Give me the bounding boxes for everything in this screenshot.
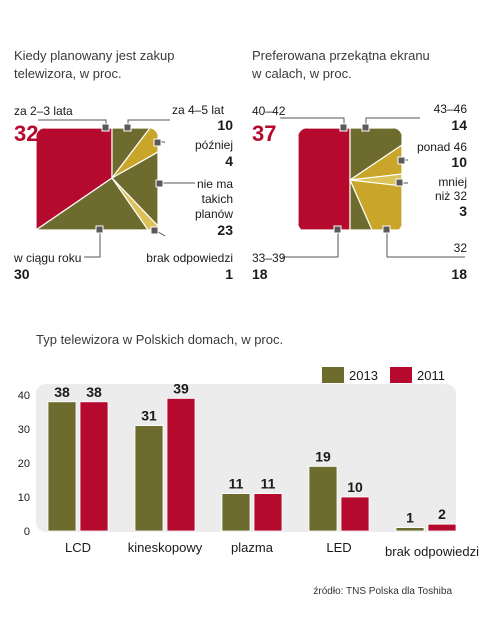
bar-value-brak-odpowiedzi-2011: 2 <box>438 506 446 522</box>
bar-kineskopowy-2011 <box>166 397 196 532</box>
bar-category-labels: LCD kineskopowy plazma LED brak odpowiedzi <box>65 540 479 559</box>
pie2-value-mniej: 3 <box>459 203 467 219</box>
pie2-value-40-42: 37 <box>252 121 276 146</box>
legend-swatch-2011 <box>390 367 412 383</box>
pie1-value-w-ciagu-roku: 30 <box>14 266 30 282</box>
bar-lcd-2013 <box>47 401 77 532</box>
bar-value-kineskopowy-2011: 39 <box>173 380 189 396</box>
y-tick-label: 30 <box>18 424 30 436</box>
bar-value-kineskopowy-2013: 31 <box>141 408 157 424</box>
pie1-callout-markers <box>95 123 164 235</box>
pie1-label-pozniej: później <box>195 138 233 152</box>
y-tick-label: 10 <box>18 492 30 504</box>
pie1-label-no-plans-3: planów <box>195 207 233 221</box>
bar-value-lcd-2011: 38 <box>86 384 102 400</box>
bar-brak-odpowiedzi-2011 <box>427 523 457 532</box>
category-label-lcd: LCD <box>65 540 91 555</box>
pie1-value-brak-odpowiedzi: 1 <box>225 266 233 282</box>
pie2-label-ponad-46: ponad 46 <box>417 140 467 154</box>
y-tick-label: 0 <box>24 526 30 538</box>
bar-value-led-2011: 10 <box>347 479 363 495</box>
pie1-label-w-ciagu-roku: w ciągu roku <box>13 251 81 265</box>
bar-legend: 2013 2011 <box>322 367 445 383</box>
pie1-value-pozniej: 4 <box>225 153 233 169</box>
pie1-label-2-3-lata: za 2–3 lata <box>14 104 73 118</box>
pie1-value-no-plans: 23 <box>217 222 233 238</box>
pie2-label-mniej-1: mniej <box>438 175 467 189</box>
pie1-slice-w-ci-gu-roku <box>36 177 150 231</box>
legend-label-2011: 2011 <box>417 368 445 383</box>
pie1-label-4-5-lat: za 4–5 lat <box>172 103 225 117</box>
pie2-value-ponad-46: 10 <box>451 154 467 170</box>
bar-lcd-2011 <box>79 401 109 532</box>
pie2-label-mniej-2: niż 32 <box>435 189 467 203</box>
pie1-label-no-plans-2: takich <box>202 192 233 206</box>
bar-value-led-2013: 19 <box>315 448 331 464</box>
pie-chart-purchase-timing: Kiedy planowany jest zakup telewizora, w… <box>13 48 233 282</box>
bar-value-plazma-2013: 11 <box>229 476 244 492</box>
pie2-value-43-46: 14 <box>451 117 467 133</box>
category-label-brak-odpowiedzi: brak odpowiedzi <box>385 544 479 559</box>
legend-swatch-2013 <box>322 367 344 383</box>
bar-bars: 38 38 31 39 11 11 19 10 1 2 <box>47 380 457 532</box>
bar-value-plazma-2011: 11 <box>261 476 276 492</box>
pie1-label-no-plans-1: nie ma <box>197 177 233 191</box>
bar-plazma-2013 <box>221 493 251 532</box>
bar-value-lcd-2013: 38 <box>54 384 70 400</box>
category-label-led: LED <box>326 540 351 555</box>
pie2-title-line1: Preferowana przekątna ekranu <box>252 48 430 63</box>
bar-chart-title: Typ telewizora w Polskich domach, w proc… <box>36 332 283 347</box>
bar-value-brak-odpowiedzi-2013: 1 <box>406 510 414 526</box>
pie1-label-brak-odpowiedzi: brak odpowiedzi <box>146 251 233 265</box>
y-tick-label: 20 <box>18 458 30 470</box>
pie2-callout-markers <box>333 123 406 234</box>
pie1-slices <box>36 128 158 232</box>
bar-y-axis: 0 10 20 30 40 <box>18 390 30 538</box>
pie1-value-2-3-lata: 32 <box>14 121 38 146</box>
bar-kineskopowy-2013 <box>134 425 164 532</box>
pie2-title-line2: w calach, w proc. <box>251 66 352 81</box>
category-label-plazma: plazma <box>231 540 274 555</box>
pie2-label-33-39: 33–39 <box>252 251 286 265</box>
bar-plazma-2011 <box>253 493 283 532</box>
y-tick-label: 40 <box>18 390 30 402</box>
bar-brak-odpowiedzi-2013 <box>395 527 425 532</box>
pie1-title-line1: Kiedy planowany jest zakup <box>14 48 174 63</box>
bar-led-2013 <box>308 465 338 532</box>
pie1-title-line2: telewizora, w proc. <box>14 66 122 81</box>
pie2-label-32: 32 <box>454 241 468 255</box>
bar-led-2011 <box>340 496 370 532</box>
category-label-kineskopowy: kineskopowy <box>128 540 203 555</box>
pie2-slices <box>298 128 402 231</box>
pie2-value-32: 18 <box>451 266 467 282</box>
source-note: źródło: TNS Polska dla Toshiba <box>313 586 452 597</box>
pie2-value-33-39: 18 <box>252 266 268 282</box>
legend-label-2013: 2013 <box>349 368 378 383</box>
pie2-label-43-46: 43–46 <box>434 102 468 116</box>
pie2-slice-33-39 <box>349 179 373 231</box>
pie2-slice-40-42 <box>298 128 351 231</box>
pie2-label-40-42: 40–42 <box>252 104 286 118</box>
pie1-value-4-5-lat: 10 <box>217 117 233 133</box>
bar-chart-tv-type: Typ telewizora w Polskich domach, w proc… <box>18 332 479 559</box>
pie-chart-screen-size: Preferowana przekątna ekranu w calach, w… <box>251 48 467 282</box>
